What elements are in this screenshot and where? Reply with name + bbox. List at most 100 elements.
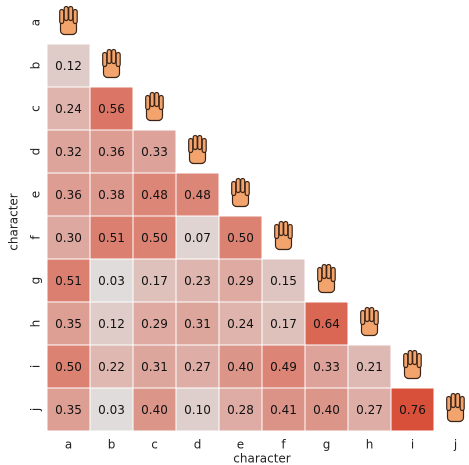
- cell-value-label: 0.38: [98, 188, 125, 202]
- cell-value-label: 0.30: [55, 231, 82, 245]
- hand-icon: [103, 50, 121, 78]
- cell-value-label: 0.36: [98, 145, 125, 159]
- cell-value-label: 0.21: [356, 360, 383, 374]
- x-tick-label: d: [194, 438, 202, 452]
- finger: [318, 268, 322, 282]
- cell-value-label: 0.56: [98, 102, 125, 116]
- x-tick-label: e: [237, 438, 244, 452]
- cell-value-label: 0.32: [55, 145, 82, 159]
- hand-icon: [318, 265, 336, 293]
- cell-value-label: 0.50: [55, 360, 82, 374]
- finger: [460, 397, 464, 411]
- cell-value-label: 0.12: [98, 317, 125, 331]
- hand-icon: [232, 179, 250, 207]
- cell-value-label: 0.15: [270, 274, 297, 288]
- y-tick-label: e: [29, 191, 43, 198]
- finger: [107, 50, 111, 64]
- finger: [236, 179, 240, 193]
- finger: [361, 311, 365, 325]
- hand-icon: [361, 308, 379, 336]
- cell-value-label: 0.10: [184, 403, 211, 417]
- finger: [232, 182, 236, 196]
- cell-value-label: 0.29: [227, 274, 254, 288]
- cell-value-label: 0.03: [98, 274, 125, 288]
- hand-icon: [189, 136, 207, 164]
- finger: [112, 50, 116, 64]
- cell-value-label: 0.40: [227, 360, 254, 374]
- finger: [198, 136, 202, 150]
- cell-value-label: 0.23: [184, 274, 211, 288]
- finger: [327, 265, 331, 279]
- cell-value-label: 0.49: [270, 360, 297, 374]
- y-tick-label: f: [29, 235, 43, 240]
- cell-value-label: 0.24: [55, 102, 82, 116]
- finger: [451, 394, 455, 408]
- finger: [331, 268, 335, 282]
- cell-value-label: 0.35: [55, 317, 82, 331]
- cell-value-label: 0.27: [184, 360, 211, 374]
- y-tick-label: b: [29, 62, 43, 70]
- finger: [279, 222, 283, 236]
- x-tick-label: a: [65, 438, 72, 452]
- hand-icon: [404, 351, 422, 379]
- cell-value-label: 0.50: [227, 231, 254, 245]
- cell-value-label: 0.27: [356, 403, 383, 417]
- finger: [202, 139, 206, 153]
- cell-value-label: 0.36: [55, 188, 82, 202]
- y-tick-label: j: [29, 408, 43, 412]
- cell-value-label: 0.22: [98, 360, 125, 374]
- finger: [322, 265, 326, 279]
- finger: [413, 351, 417, 365]
- finger: [193, 136, 197, 150]
- x-tick-label: c: [151, 438, 158, 452]
- finger: [116, 53, 120, 67]
- cell-value-label: 0.40: [141, 403, 168, 417]
- cell-value-label: 0.41: [270, 403, 297, 417]
- cell-value-label: 0.12: [55, 59, 82, 73]
- finger: [189, 139, 193, 153]
- finger: [365, 308, 369, 322]
- finger: [150, 93, 154, 107]
- y-tick-label: d: [29, 148, 43, 156]
- chart: character character abcdefghijabcdefghij…: [0, 0, 469, 465]
- finger: [245, 182, 249, 196]
- x-tick-label: j: [453, 438, 457, 452]
- cell-value-label: 0.64: [313, 317, 340, 331]
- x-tick-label: g: [323, 438, 331, 452]
- cell-value-label: 0.17: [270, 317, 297, 331]
- finger: [241, 179, 245, 193]
- y-tick-label: h: [29, 320, 43, 328]
- cell-value-label: 0.28: [227, 403, 254, 417]
- y-tick-label: a: [29, 19, 43, 26]
- cell-value-label: 0.48: [184, 188, 211, 202]
- finger: [408, 351, 412, 365]
- x-axis-label: character: [233, 452, 291, 465]
- finger: [155, 93, 159, 107]
- x-tick-label: h: [366, 438, 374, 452]
- cell-value-label: 0.51: [98, 231, 125, 245]
- hand-icon: [60, 7, 77, 35]
- cell-value-label: 0.03: [98, 403, 125, 417]
- finger: [69, 7, 73, 21]
- x-tick-label: b: [108, 438, 116, 452]
- cell-value-label: 0.35: [55, 403, 82, 417]
- cell-value-label: 0.33: [141, 145, 168, 159]
- cell-value-label: 0.50: [141, 231, 168, 245]
- y-tick-label: c: [29, 105, 43, 112]
- finger: [447, 397, 451, 411]
- cell-value-label: 0.24: [227, 317, 254, 331]
- finger: [159, 96, 163, 110]
- hand-icon: [447, 394, 465, 422]
- finger: [275, 225, 279, 239]
- cell-value-label: 0.31: [141, 360, 168, 374]
- cell-value-label: 0.48: [141, 188, 168, 202]
- y-tick-label: i: [29, 365, 43, 368]
- x-tick-label: f: [281, 438, 286, 452]
- finger: [370, 308, 374, 322]
- cell-value-label: 0.51: [55, 274, 82, 288]
- hand-icon: [146, 93, 164, 121]
- finger: [284, 222, 288, 236]
- finger: [404, 354, 408, 368]
- finger: [73, 10, 77, 24]
- finger: [456, 394, 460, 408]
